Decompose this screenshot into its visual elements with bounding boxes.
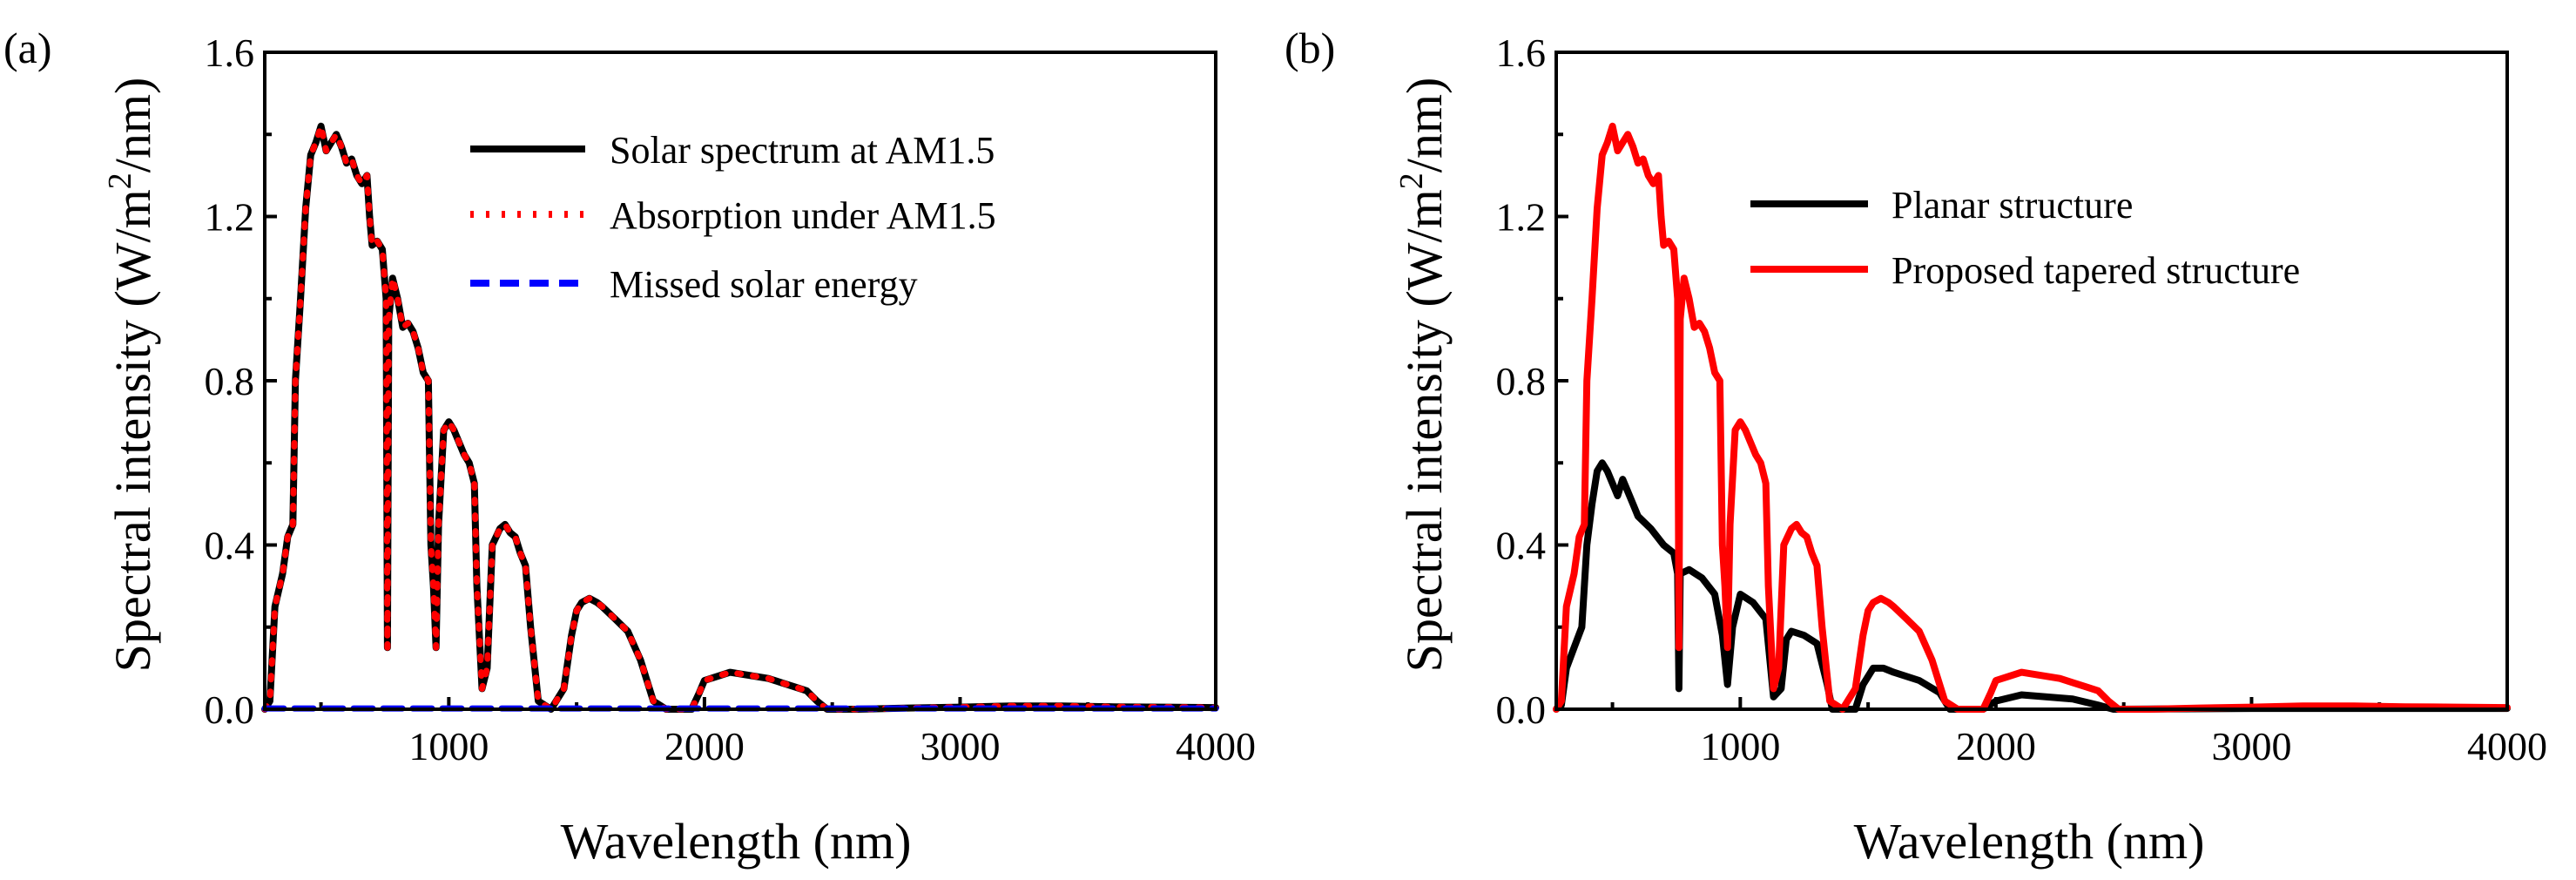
y-tick-label: 0.8 bbox=[205, 359, 255, 403]
y-tick-label: 0.0 bbox=[205, 687, 255, 732]
panel-label: (a) bbox=[3, 24, 52, 72]
x-tick-label: 3000 bbox=[920, 724, 1000, 768]
x-axis-label: Wavelength (nm) bbox=[561, 813, 912, 870]
x-tick-label: 1000 bbox=[1700, 724, 1780, 768]
y-tick-label: 0.4 bbox=[205, 524, 255, 568]
plot-frame bbox=[1554, 51, 2509, 711]
legend-label-solar: Solar spectrum at AM1.5 bbox=[610, 129, 995, 172]
y-tick-label: 0.8 bbox=[1496, 359, 1547, 403]
y-tick-label: 1.2 bbox=[205, 195, 255, 240]
chart-panel-b: (b) Spectral intensity (W/m2/nm) Wavelen… bbox=[1285, 24, 2547, 870]
x-tick-label: 1000 bbox=[408, 724, 489, 768]
y-tick-label: 1.6 bbox=[205, 30, 255, 75]
legend: Planar structure Proposed tapered struct… bbox=[1750, 184, 2300, 292]
series-line-absorption-under-am1-5 bbox=[261, 123, 1219, 713]
legend-label-planar: Planar structure bbox=[1892, 184, 2133, 227]
axis-ticks: 0.0 0.4 0.8 1.2 1.6 1000 2000 3000 4000 bbox=[1496, 30, 2548, 768]
y-tick-label: 1.2 bbox=[1496, 195, 1547, 240]
legend-label-absorption: Absorption under AM1.5 bbox=[610, 194, 996, 237]
y-tick-label: 0.0 bbox=[1496, 687, 1547, 732]
plot-frame bbox=[263, 51, 1217, 711]
x-tick-label: 4000 bbox=[2467, 724, 2547, 768]
x-tick-label: 2000 bbox=[1956, 724, 2036, 768]
x-tick-label: 4000 bbox=[1176, 724, 1256, 768]
legend-label-missed: Missed solar energy bbox=[610, 263, 918, 306]
x-tick-label: 2000 bbox=[664, 724, 745, 768]
legend: Solar spectrum at AM1.5 Absorption under… bbox=[470, 129, 996, 306]
y-axis-label: Spectral intensity (W/m2/nm) bbox=[102, 78, 161, 673]
x-axis-label: Wavelength (nm) bbox=[1854, 813, 2205, 870]
y-tick-label: 0.4 bbox=[1496, 524, 1547, 568]
x-tick-label: 3000 bbox=[2211, 724, 2291, 768]
axis-ticks: 0.0 0.4 0.8 1.2 1.6 1000 2000 3000 4000 bbox=[205, 30, 1257, 768]
panel-label: (b) bbox=[1285, 24, 1335, 72]
legend-label-tapered: Proposed tapered structure bbox=[1892, 249, 2300, 292]
y-tick-label: 1.6 bbox=[1496, 30, 1547, 75]
chart-panel-a: (a) Spectral intensity (W/m2/nm) Wavelen… bbox=[3, 24, 1256, 870]
series-line-proposed-tapered-structure bbox=[1553, 122, 2511, 713]
plot-area bbox=[1553, 122, 2511, 713]
y-axis-label: Spectral intensity (W/m2/nm) bbox=[1393, 78, 1453, 673]
